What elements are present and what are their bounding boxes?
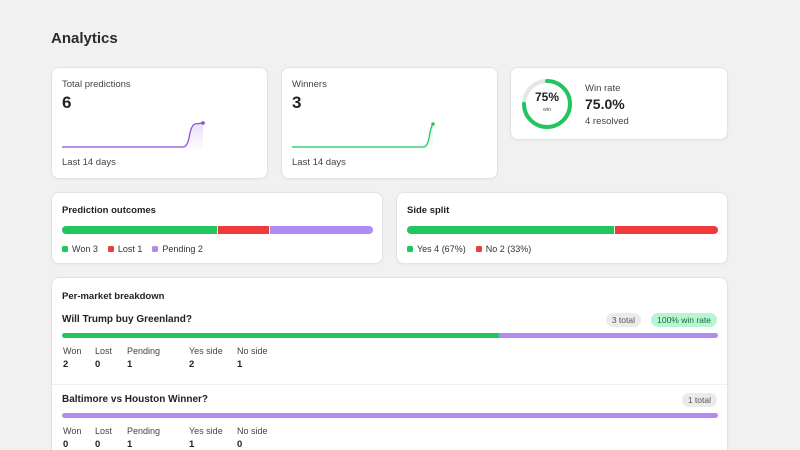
win-rate-ring: 75% win	[520, 77, 574, 131]
total-predictions-card: Total predictions 6 Last 14 days	[51, 67, 268, 179]
legend-swatch-icon	[62, 246, 68, 252]
outcomes-legend-label: Lost 1	[117, 244, 143, 254]
prediction-outcomes-title: Prediction outcomes	[62, 205, 156, 216]
prediction-outcomes-legend: Won 3 Lost 1 Pending 2	[62, 244, 203, 254]
market-stat-label: Lost	[95, 346, 113, 356]
market-title: Will Trump buy Greenland?	[62, 314, 192, 325]
winners-value: 3	[292, 93, 302, 112]
market-stat-label: Yes side	[189, 346, 223, 356]
side-split-legend-label: No 2 (33%)	[485, 244, 532, 254]
outcomes-segment-lost	[217, 226, 269, 234]
outcomes-legend-label: Won 3	[72, 244, 98, 254]
side-split-legend-label: Yes 4 (67%)	[417, 244, 466, 254]
market-total-badge: 1 total	[681, 393, 717, 407]
side-split-segment-no	[614, 226, 718, 234]
market-stat-value: 2	[189, 359, 195, 370]
market-stat-value: 1	[189, 439, 195, 450]
market-outcome-bar	[62, 413, 718, 418]
market-outcome-bar	[62, 333, 718, 338]
win-rate-ring-graphic	[522, 79, 572, 129]
win-rate-ring-percent: 75%	[534, 90, 560, 104]
per-market-breakdown-title: Per-market breakdown	[62, 291, 165, 302]
market-stat-value: 0	[95, 359, 101, 370]
outcomes-legend-label: Pending 2	[162, 244, 203, 254]
side-split-card: Side split Yes 4 (67%) No 2 (33%)	[396, 192, 728, 264]
legend-swatch-icon	[107, 246, 114, 252]
market-bar-segment-pending	[62, 413, 718, 418]
win-rate-card: 75% win Win rate 75.0% 4 resolved	[510, 67, 728, 140]
winners-label: Winners	[292, 79, 327, 90]
legend-swatch-icon	[152, 246, 159, 252]
market-stat-value: 0	[95, 439, 101, 450]
market-stat-value: 0	[63, 439, 69, 450]
market-stat-value: 2	[63, 359, 69, 370]
market-bar-segment-won	[62, 333, 500, 338]
market-stat-value: 1	[237, 359, 243, 370]
win-rate-label: Win rate	[585, 83, 621, 94]
outcomes-legend-item: Won 3	[62, 244, 98, 254]
market-stat-value: 0	[237, 439, 243, 450]
market-stat-label: No side	[237, 346, 268, 356]
market-stat-label: Won	[63, 426, 82, 436]
win-rate-resolved: 4 resolved	[585, 116, 629, 127]
winners-card: Winners 3 Last 14 days	[281, 67, 498, 179]
market-title: Baltimore vs Houston Winner?	[62, 394, 209, 405]
total-predictions-value: 6	[62, 93, 72, 112]
winners-footer: Last 14 days	[292, 157, 346, 168]
market-bar-segment-pending	[499, 333, 718, 338]
prediction-outcomes-bar	[62, 226, 373, 234]
side-split-legend-item: Yes 4 (67%)	[407, 244, 466, 254]
market-stat-value: 1	[127, 359, 133, 370]
market-stat-label: Won	[63, 346, 82, 356]
per-market-breakdown-card: Per-market breakdown Will Trump buy Gree…	[51, 277, 728, 450]
side-split-segment-yes	[407, 226, 614, 234]
total-predictions-sparkline	[62, 121, 205, 152]
side-split-legend: Yes 4 (67%) No 2 (33%)	[407, 244, 531, 254]
outcomes-legend-item: Pending 2	[152, 244, 203, 254]
outcomes-legend-item: Lost 1	[107, 244, 143, 254]
prediction-outcomes-card: Prediction outcomes Won 3 Lost 1 Pending 2	[51, 192, 383, 264]
total-predictions-footer: Last 14 days	[62, 157, 116, 168]
market-stat-label: Yes side	[189, 426, 223, 436]
side-split-legend-item: No 2 (33%)	[475, 244, 532, 254]
side-split-bar	[407, 226, 718, 234]
market-stat-label: No side	[237, 426, 268, 436]
market-win-rate-badge: 100% win rate	[651, 313, 717, 327]
win-rate-ring-sublabel: win	[542, 107, 552, 113]
win-rate-value: 75.0%	[585, 96, 625, 112]
legend-swatch-icon	[475, 246, 482, 252]
outcomes-segment-won	[62, 226, 217, 234]
page-title: Analytics	[51, 30, 118, 47]
legend-swatch-icon	[407, 246, 413, 252]
market-stat-value: 1	[127, 439, 133, 450]
market-total-badge: 3 total	[605, 313, 641, 327]
market-stat-label: Lost	[95, 426, 113, 436]
market-stat-label: Pending	[127, 426, 161, 436]
market-stat-label: Pending	[127, 346, 161, 356]
outcomes-segment-pending	[270, 226, 373, 234]
winners-sparkline	[292, 122, 435, 152]
total-predictions-label: Total predictions	[62, 79, 131, 90]
side-split-title: Side split	[407, 205, 450, 216]
market-divider	[52, 384, 727, 385]
